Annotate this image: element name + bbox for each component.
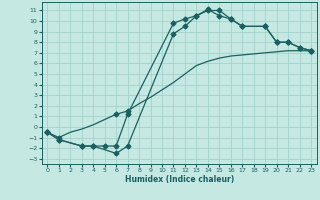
X-axis label: Humidex (Indice chaleur): Humidex (Indice chaleur) [124, 175, 234, 184]
